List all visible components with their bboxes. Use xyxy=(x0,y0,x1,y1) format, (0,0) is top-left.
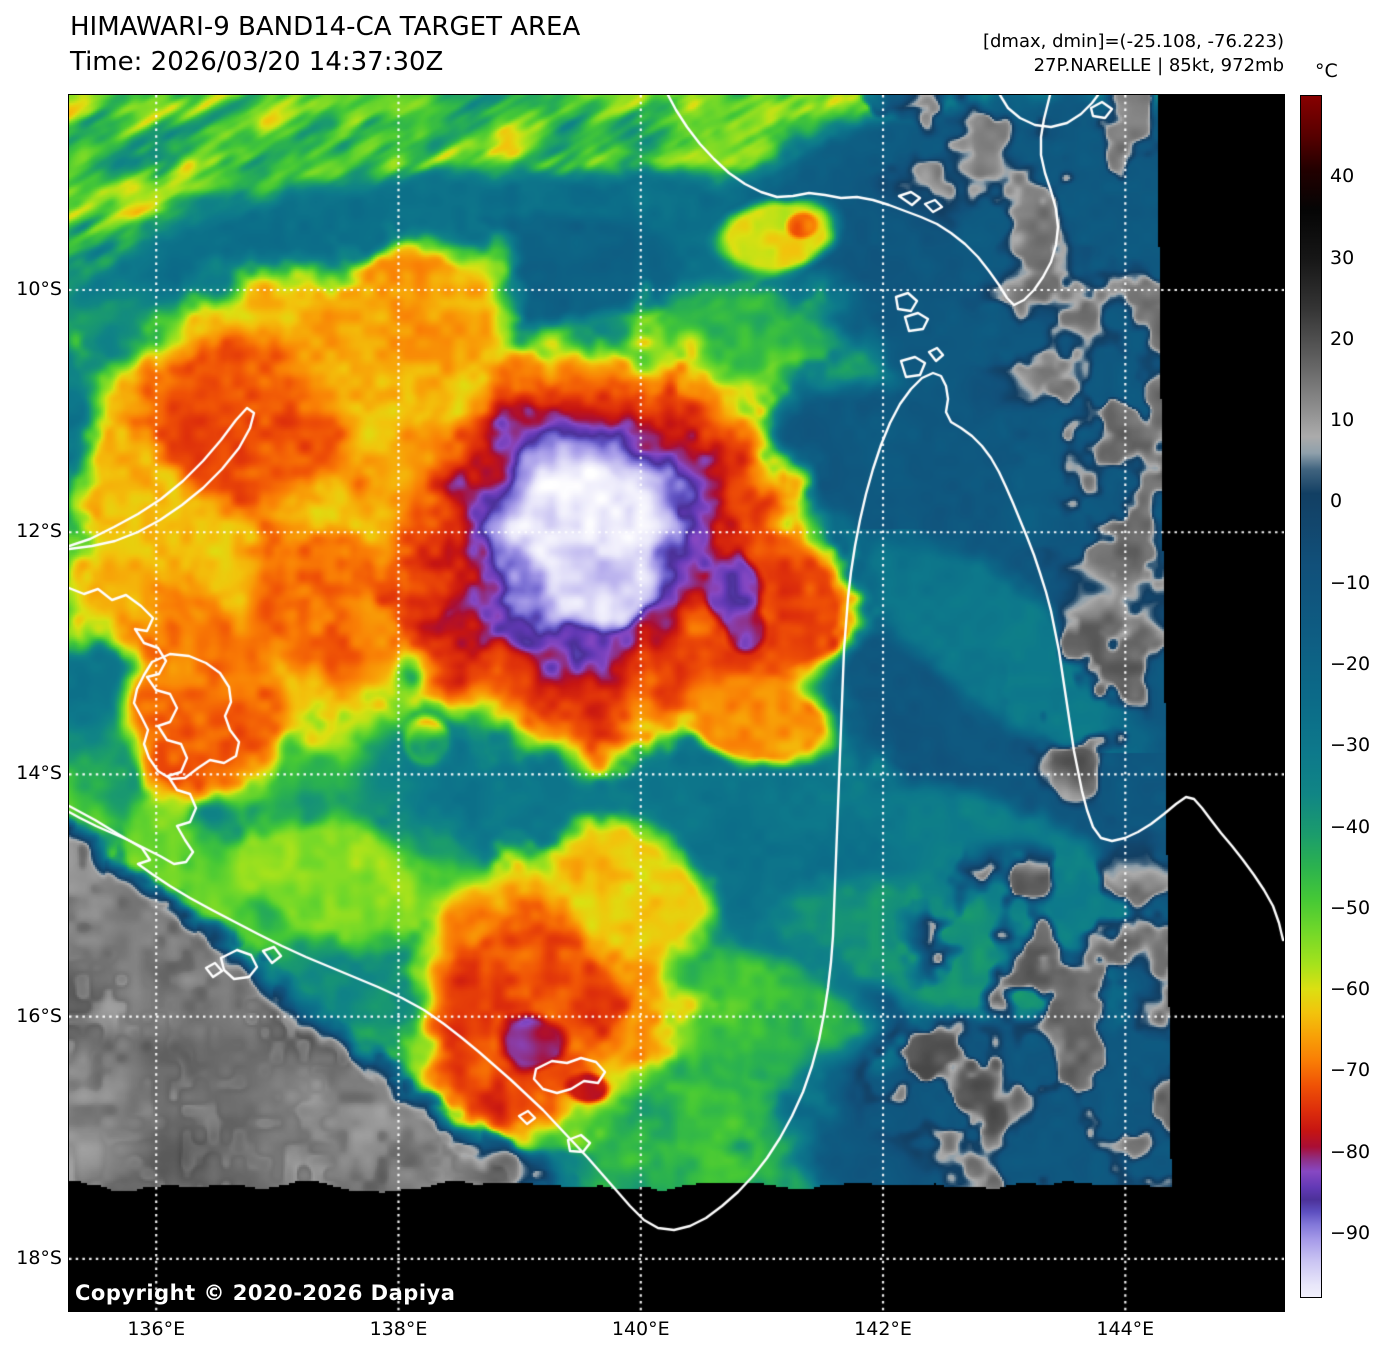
colorbar-tick-label: −40 xyxy=(1330,815,1371,838)
storm-readout: 27P.NARELLE | 85kt, 972mb xyxy=(1033,55,1284,76)
latitude-tick-label: 14°S xyxy=(16,762,62,785)
colorbar-tick-label: −70 xyxy=(1330,1059,1371,1082)
colorbar-tick-label: 10 xyxy=(1330,409,1355,432)
colorbar-tick-label: −60 xyxy=(1330,978,1371,1001)
colorbar-tick-label: −30 xyxy=(1330,734,1371,757)
colorbar-unit-label: °C xyxy=(1315,60,1338,82)
dmax-dmin-readout: [dmax, dmin]=(-25.108, -76.223) xyxy=(982,31,1284,52)
colorbar-tick-label: −90 xyxy=(1330,1221,1371,1244)
longitude-tick-label: 138°E xyxy=(369,1318,428,1340)
latitude-tick-label: 12°S xyxy=(16,520,62,543)
product-title: HIMAWARI-9 BAND14-CA TARGET AREA xyxy=(70,12,581,42)
longitude-tick-label: 144°E xyxy=(1096,1318,1155,1340)
colorbar-gradient xyxy=(1300,95,1322,1298)
colorbar-tick-label: −10 xyxy=(1330,571,1371,594)
latitude-tick-label: 10°S xyxy=(16,277,62,300)
colorbar-tick-label: 20 xyxy=(1330,327,1355,350)
colorbar-tick-label: 30 xyxy=(1330,246,1355,269)
map-frame: Copyright © 2020-2026 Dapiya xyxy=(68,94,1285,1312)
colorbar-tick-label: 40 xyxy=(1330,165,1355,188)
latitude-tick-label: 16°S xyxy=(16,1004,62,1027)
colorbar-tick-label: −20 xyxy=(1330,652,1371,675)
colorbar-tick-label: −80 xyxy=(1330,1140,1371,1163)
latitude-tick-label: 18°S xyxy=(16,1246,62,1269)
longitude-tick-label: 142°E xyxy=(854,1318,912,1340)
colorbar-tick-label: −50 xyxy=(1330,896,1371,919)
longitude-tick-label: 140°E xyxy=(611,1318,670,1340)
longitude-tick-label: 136°E xyxy=(127,1318,186,1340)
copyright-label: Copyright © 2020-2026 Dapiya xyxy=(75,1281,456,1305)
product-timestamp: Time: 2026/03/20 14:37:30Z xyxy=(70,47,444,77)
satellite-imagery-canvas xyxy=(69,95,1284,1311)
colorbar-tick-label: 0 xyxy=(1330,490,1343,513)
